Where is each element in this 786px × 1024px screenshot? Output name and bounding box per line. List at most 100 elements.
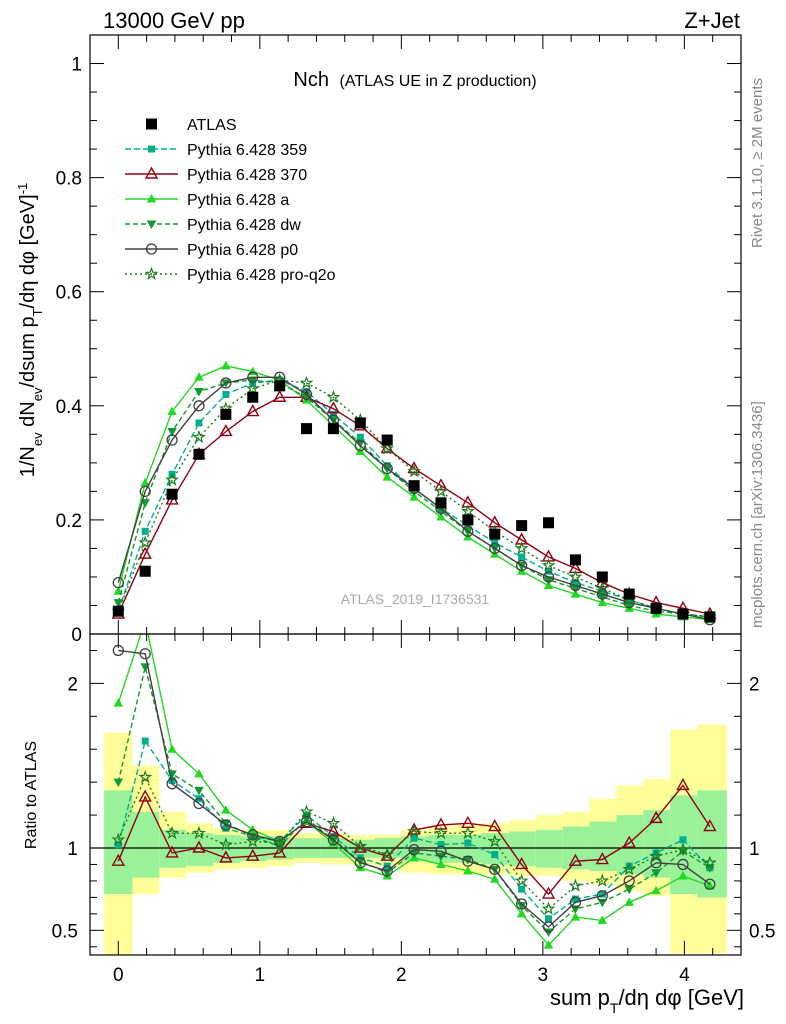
ratio-point xyxy=(166,778,178,790)
ratio-line xyxy=(117,634,711,947)
ratio-point xyxy=(111,853,125,866)
ratio-point xyxy=(436,852,446,862)
chart-title-main: Nch xyxy=(293,69,329,91)
ratio-point xyxy=(245,834,260,848)
ratio-point xyxy=(569,896,582,908)
data-point xyxy=(650,602,662,614)
series-point xyxy=(460,504,475,518)
ratio-point xyxy=(596,890,608,902)
ratio-point xyxy=(355,862,366,872)
lower-panel-axes: 0.5 0.5 1 1 2 2 0 1 2 3 4 xyxy=(52,633,775,986)
legend-marker xyxy=(148,145,155,153)
ratio-y-tick-label-right: 1 xyxy=(749,839,760,860)
ratio-point xyxy=(595,873,610,887)
ratio-y-tick-label-right: 2 xyxy=(749,674,760,695)
series-point xyxy=(165,472,179,486)
ratio-point xyxy=(326,824,341,837)
ratio-point xyxy=(382,869,392,878)
x-tick-label: 2 xyxy=(396,965,407,986)
ratio-point xyxy=(111,832,126,846)
series-point xyxy=(167,406,177,416)
ratio-point xyxy=(248,824,258,834)
series-1 xyxy=(111,389,717,619)
ratio-point xyxy=(165,845,179,858)
ratio-point xyxy=(595,852,609,865)
ratio-point xyxy=(463,856,473,865)
data-point xyxy=(112,605,124,617)
ratio-point xyxy=(623,875,635,887)
ratio-point xyxy=(514,873,529,887)
ratio-series-group xyxy=(111,616,717,949)
legend-marker xyxy=(146,118,157,130)
data-point xyxy=(704,611,716,623)
ratio-point xyxy=(597,898,608,908)
ratio-point xyxy=(463,866,473,875)
series-point xyxy=(300,388,313,401)
ratio-point xyxy=(141,737,149,745)
ratio-point xyxy=(194,786,204,796)
green-uncertainty-band xyxy=(535,829,563,868)
data-point xyxy=(462,514,474,526)
legend-item-2: Pythia 6.428 a xyxy=(125,192,289,209)
ratio-point xyxy=(437,841,445,849)
y-tick-label: 1 xyxy=(71,55,82,76)
ratio-point xyxy=(651,869,661,878)
ratio-point xyxy=(380,847,395,861)
series-point xyxy=(542,571,555,583)
ratio-line xyxy=(117,739,711,920)
header-right: Z+Jet xyxy=(684,8,740,33)
series-line xyxy=(117,396,711,615)
series-point xyxy=(595,581,610,595)
ratio-point xyxy=(490,874,500,883)
upper-y-axis-label: 1/Nev dNev/dsum pT/dη dφ [GeV]-1 xyxy=(15,183,45,478)
data-point xyxy=(677,608,689,620)
ratio-point xyxy=(410,834,418,842)
legend-marker xyxy=(145,243,158,255)
ratio-point xyxy=(460,825,475,840)
y-tick-label: 0.2 xyxy=(56,511,82,532)
upper-panel-series xyxy=(111,360,717,626)
ratio-point xyxy=(140,616,150,625)
data-point xyxy=(247,391,259,403)
ratio-y-tick-label: 0.5 xyxy=(52,921,78,942)
ratio-point xyxy=(327,834,340,846)
ratio-point xyxy=(462,855,474,867)
ratio-point xyxy=(652,849,660,857)
series-point xyxy=(112,577,124,589)
data-point xyxy=(220,408,232,420)
series-point xyxy=(514,541,529,555)
series-point xyxy=(434,484,448,498)
x-axis-label: sum pT/dη dφ [GeV] xyxy=(550,985,744,1016)
green-uncertainty-band xyxy=(697,790,727,898)
ratio-point xyxy=(436,859,446,868)
ratio-point xyxy=(491,851,499,859)
ratio-point xyxy=(219,850,233,863)
ratio-series-5 xyxy=(111,769,717,915)
ratio-point xyxy=(568,853,583,866)
series-point xyxy=(326,389,341,404)
ratio-point xyxy=(703,819,717,832)
ratio-point xyxy=(704,878,716,890)
ratio-point xyxy=(192,840,206,853)
data-point xyxy=(569,554,581,566)
y-tick-label: 0 xyxy=(71,625,82,646)
series-point xyxy=(491,539,499,547)
analysis-watermark: ATLAS_2019_I1736531 xyxy=(341,591,490,607)
ratio-line xyxy=(117,775,711,910)
ratio-series-2 xyxy=(113,616,715,949)
lower-y-axis-label: Ratio to ATLAS xyxy=(23,741,40,849)
ratio-point xyxy=(326,816,341,830)
legend-item-1: Pythia 6.428 370 xyxy=(125,166,307,184)
series-point xyxy=(354,440,366,452)
data-point xyxy=(596,571,608,583)
series-point xyxy=(462,525,474,537)
ratio-point xyxy=(624,885,634,895)
ratio-point xyxy=(435,845,447,857)
series-point xyxy=(381,462,393,475)
ratio-point xyxy=(489,863,501,876)
ratio-point xyxy=(193,797,205,810)
ratio-point xyxy=(516,908,527,918)
ratio-point xyxy=(543,928,554,937)
series-point xyxy=(380,441,395,455)
